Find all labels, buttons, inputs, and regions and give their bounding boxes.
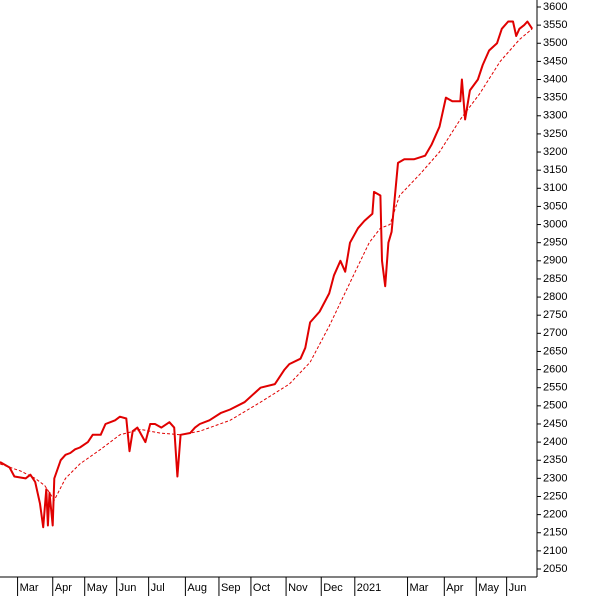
plot-area: [0, 0, 537, 577]
series-line: [0, 28, 533, 501]
y-tick-label: 2400: [543, 436, 567, 448]
y-tick-label: 3150: [543, 164, 567, 176]
y-tick-label: 3050: [543, 200, 567, 212]
y-tick-label: 3550: [543, 19, 567, 31]
y-tick-label: 2150: [543, 527, 567, 539]
y-tick-label: 2750: [543, 309, 567, 321]
series-line: [0, 20, 534, 529]
x-tick-label: Apr: [446, 582, 463, 594]
x-tick-label: Mar: [410, 582, 429, 594]
y-tick-label: 3250: [543, 128, 567, 140]
y-tick-label: 3350: [543, 92, 567, 104]
y-tick-label: 2550: [543, 382, 567, 394]
y-tick-label: 3300: [543, 110, 567, 122]
y-tick-label: 3100: [543, 182, 567, 194]
y-tick-label: 3000: [543, 218, 567, 230]
y-tick-label: 2650: [543, 345, 567, 357]
x-tick-label: Jul: [151, 582, 165, 594]
x-tick-label: Mar: [20, 582, 39, 594]
x-tick-label: 2021: [357, 582, 381, 594]
y-tick-label: 2100: [543, 545, 567, 557]
y-tick-label: 2800: [543, 291, 567, 303]
x-tick-label: Jun: [509, 582, 527, 594]
y-tick-label: 2350: [543, 454, 567, 466]
y-tick-label: 2700: [543, 327, 567, 339]
y-tick-label: 2600: [543, 363, 567, 375]
y-tick-label: 2050: [543, 563, 567, 575]
y-tick-label: 2200: [543, 509, 567, 521]
y-tick-label: 2450: [543, 418, 567, 430]
y-tick-label: 2900: [543, 255, 567, 267]
y-tick-label: 3500: [543, 37, 567, 49]
x-tick-label: Dec: [323, 582, 343, 594]
y-tick-label: 3450: [543, 55, 567, 67]
x-tick-label: Jun: [119, 582, 137, 594]
x-tick-label: Oct: [253, 582, 270, 594]
y-tick-label: 2300: [543, 472, 567, 484]
x-tick-label: Aug: [187, 582, 207, 594]
y-tick-label: 3600: [543, 1, 567, 13]
y-tick-label: 2500: [543, 400, 567, 412]
x-tick-label: May: [478, 582, 499, 594]
x-tick-label: Sep: [221, 582, 241, 594]
y-tick-label: 2950: [543, 237, 567, 249]
x-tick-label: May: [87, 582, 108, 594]
y-tick-label: 3200: [543, 146, 567, 158]
y-tick-label: 2250: [543, 490, 567, 502]
x-tick-label: Apr: [55, 582, 72, 594]
y-tick-label: 2850: [543, 273, 567, 285]
y-tick-label: 3400: [543, 73, 567, 85]
x-tick-label: Nov: [288, 582, 308, 594]
